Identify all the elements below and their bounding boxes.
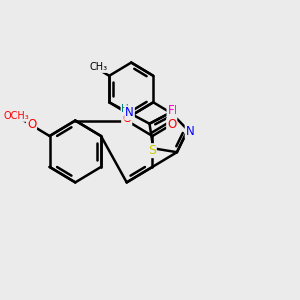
Text: N: N [186, 125, 194, 138]
Text: N: N [125, 106, 134, 119]
Text: O: O [27, 118, 36, 131]
Text: O: O [122, 112, 131, 125]
Text: OCH₃: OCH₃ [3, 111, 29, 121]
Text: H: H [122, 104, 129, 114]
Text: S: S [148, 144, 156, 157]
Text: O: O [167, 118, 176, 131]
Text: CH₃: CH₃ [89, 62, 107, 72]
Text: N: N [168, 104, 177, 117]
Text: F: F [167, 104, 174, 117]
